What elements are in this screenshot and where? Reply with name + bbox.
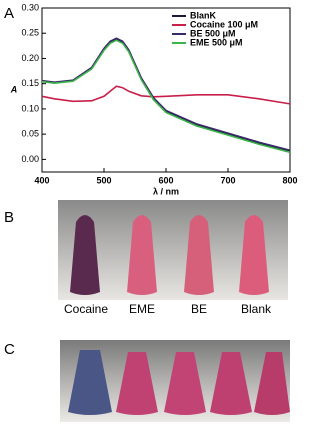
y-tick-label: 0.30	[21, 2, 39, 12]
x-tick-label: 800	[282, 175, 297, 185]
legend-label: Cocaine 100 μM	[190, 19, 258, 29]
y-axis-label: A	[10, 84, 18, 94]
tube-label: BE	[191, 302, 207, 316]
x-axis-label: λ / nm	[153, 186, 179, 196]
figure: A B C Cocaine EME BE Blank 0.00 0.05 0.10 0…	[4, 2, 298, 422]
legend-label: BE 500 μM	[190, 28, 236, 38]
panel-label: A	[4, 5, 14, 22]
tube-label: EME	[129, 302, 155, 316]
x-tick-label: 600	[158, 175, 173, 185]
plot-frame	[41, 7, 291, 173]
tube-label: Cocaine	[64, 302, 108, 316]
panel-label: B	[4, 209, 14, 226]
series-line	[41, 85, 291, 105]
y-tick-label: 0.15	[21, 78, 39, 88]
y-tick-label: 0.20	[21, 53, 39, 63]
photo-c	[60, 340, 290, 422]
y-tick-label: 0.05	[21, 129, 39, 139]
x-tick-label: 500	[96, 175, 111, 185]
panel-label: C	[4, 341, 15, 358]
series-line	[41, 39, 291, 154]
legend-label: BlanK	[190, 10, 217, 20]
tube-label: Blank	[241, 302, 272, 316]
series-line	[41, 38, 291, 153]
y-tick-label: 0.00	[21, 154, 39, 164]
y-tick-label: 0.25	[21, 28, 39, 38]
y-tick-label: 0.10	[21, 103, 39, 113]
x-tick-label: 400	[34, 175, 49, 185]
x-tick-label: 700	[220, 175, 235, 185]
legend-label: EME 500 μM	[190, 37, 243, 47]
series-line	[41, 37, 291, 152]
photo-b	[58, 200, 288, 300]
